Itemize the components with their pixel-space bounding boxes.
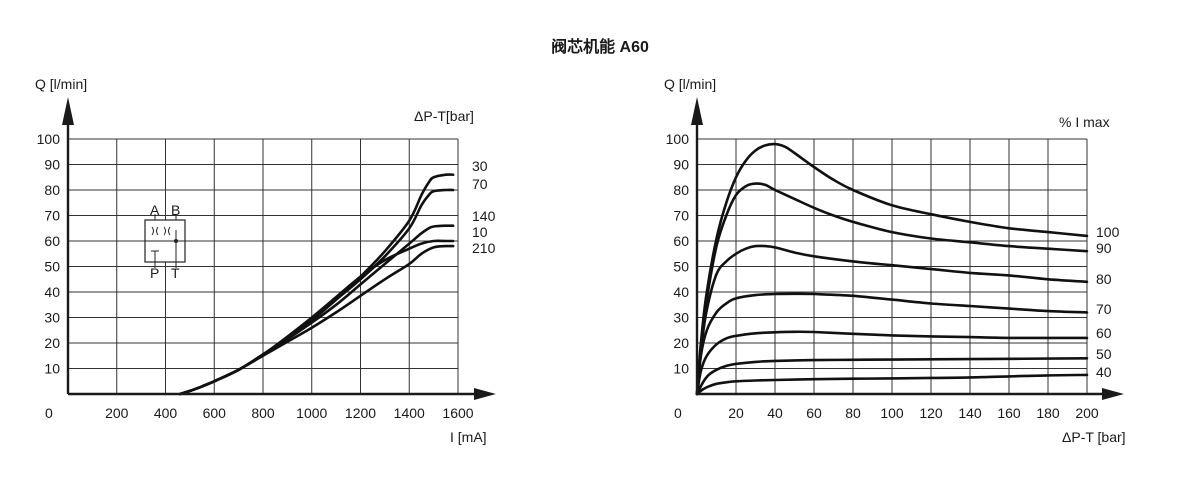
series-label-210: 210 (472, 240, 496, 256)
y-tick-label: 80 (673, 182, 689, 198)
y-tick-label: 90 (44, 157, 60, 173)
left-y-axis-arrow (62, 97, 74, 125)
y-tick-label: 30 (44, 310, 60, 326)
series-label-40: 40 (1096, 364, 1112, 380)
left-ticks: 10 20 30 40 50 60 70 80 90 100 200 400 600 800 1000 120… (37, 131, 474, 421)
valve-junction-dot (174, 239, 178, 243)
left-legend-title: ΔP-T[bar] (414, 108, 474, 124)
series-line-100 (695, 142, 1089, 396)
series-label-50: 50 (1096, 346, 1112, 362)
right-ticks: 10 20 30 40 50 60 70 80 90 100 20 40 60 80 100 120 140 16… (666, 131, 1099, 421)
y-tick-label: 90 (673, 157, 689, 173)
x-tick-label: 200 (105, 405, 129, 421)
valve-throttle-b (163, 226, 171, 236)
series-line-70 (695, 292, 1089, 396)
x-tick-label: 1000 (296, 405, 327, 421)
x-tick-label: 100 (880, 405, 904, 421)
x-tick-label: 1600 (442, 405, 473, 421)
left-series (178, 173, 455, 396)
right-series (695, 142, 1089, 396)
right-x-axis-label: ΔP-T [bar] (1062, 429, 1126, 445)
x-tick-label: 40 (767, 405, 783, 421)
series-line-50 (695, 357, 1089, 396)
page-title: 阀芯机能 A60 (551, 39, 649, 56)
chart-flow-vs-current: Q [l/min] I [mA] ΔP-T[bar] 0 10 20 30 40 50 6… (35, 76, 496, 445)
y-tick-label: 60 (44, 233, 60, 249)
x-tick-label: 140 (958, 405, 982, 421)
valve-symbol-icon: A B P T (144, 202, 186, 281)
x-tick-label: 400 (154, 405, 178, 421)
series-label-140: 140 (472, 208, 496, 224)
x-tick-label: 80 (845, 405, 861, 421)
y-tick-label: 10 (44, 361, 60, 377)
series-label-10: 10 (472, 224, 488, 240)
series-label-70: 70 (1096, 301, 1112, 317)
right-grid (697, 138, 1088, 394)
valve-port-t-label: T (171, 265, 180, 281)
x-tick-label: 600 (203, 405, 227, 421)
left-x-axis-arrow (474, 388, 496, 400)
x-tick-label: 20 (728, 405, 744, 421)
right-x-axis-arrow (1102, 388, 1124, 400)
y-tick-label: 100 (666, 131, 690, 147)
series-label-90: 90 (1096, 240, 1112, 256)
x-tick-label: 1200 (345, 405, 376, 421)
left-x-axis-label: I [mA] (450, 429, 487, 445)
y-tick-label: 50 (673, 259, 689, 275)
x-tick-label: 1400 (394, 405, 425, 421)
right-legend-title: % I max (1059, 114, 1110, 130)
y-tick-label: 30 (673, 310, 689, 326)
x-tick-label: 160 (997, 405, 1021, 421)
y-tick-label: 40 (673, 284, 689, 300)
valve-throttle-a (151, 226, 159, 236)
y-tick-label: 70 (44, 208, 60, 224)
y-tick-label: 50 (44, 259, 60, 275)
left-grid (68, 138, 459, 394)
series-line-40 (695, 373, 1089, 396)
y-tick-label: 100 (37, 131, 61, 147)
x-tick-label: 180 (1036, 405, 1060, 421)
y-tick-label: 80 (44, 182, 60, 198)
chart-flow-vs-pressure: Q [l/min] ΔP-T [bar] % I max 0 10 20 30 40 5… (664, 76, 1126, 445)
series-line-60 (695, 330, 1089, 396)
series-label-60: 60 (1096, 325, 1112, 341)
left-y-axis-label: Q [l/min] (35, 76, 87, 92)
y-tick-label: 40 (44, 284, 60, 300)
y-tick-label: 20 (44, 335, 60, 351)
x-tick-label: 200 (1075, 405, 1099, 421)
series-line-80 (695, 244, 1089, 396)
series-line-30 (178, 173, 455, 396)
series-label-70: 70 (472, 176, 488, 192)
y-tick-label: 20 (673, 335, 689, 351)
x-tick-label: 60 (806, 405, 822, 421)
valve-port-p-label: P (150, 265, 159, 281)
series-line-210 (178, 244, 455, 396)
series-label-30: 30 (472, 158, 488, 174)
valve-port-a-label: A (150, 202, 160, 218)
right-y-axis-label: Q [l/min] (664, 76, 716, 92)
x-tick-label: 120 (919, 405, 943, 421)
series-label-100: 100 (1096, 224, 1120, 240)
y-tick-label: 70 (673, 208, 689, 224)
x-tick-label: 800 (251, 405, 275, 421)
y-tick-label: 60 (673, 233, 689, 249)
series-line-90 (695, 182, 1089, 396)
left-origin-label: 0 (45, 405, 53, 421)
right-y-axis-arrow (691, 97, 703, 125)
valve-port-b-label: B (171, 202, 180, 218)
series-label-80: 80 (1096, 271, 1112, 287)
y-tick-label: 10 (673, 361, 689, 377)
right-origin-label: 0 (674, 405, 682, 421)
